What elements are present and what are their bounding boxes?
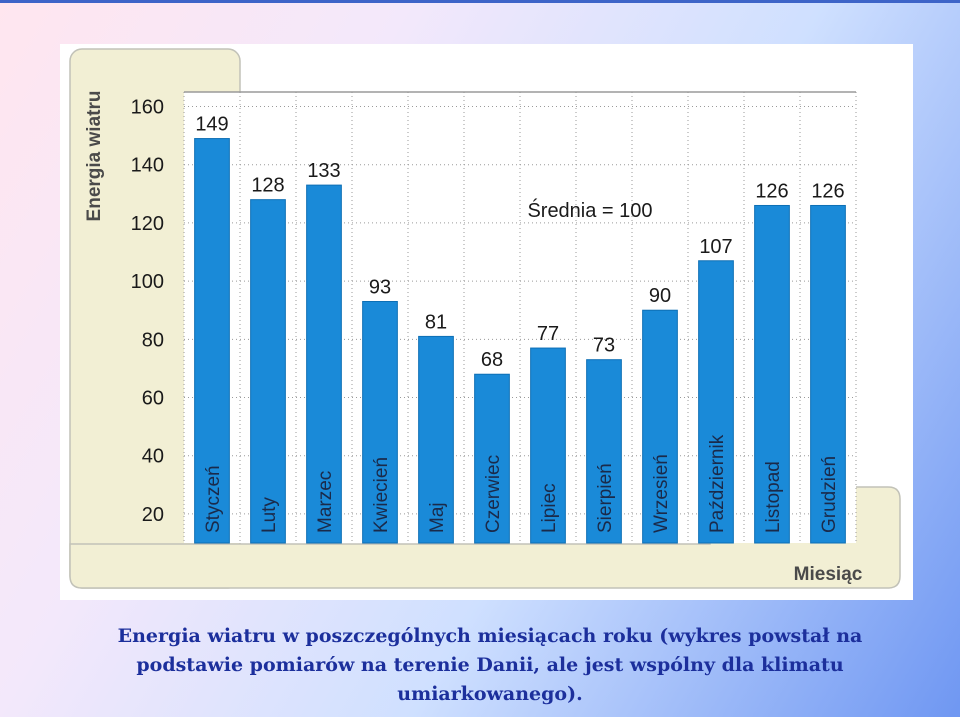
category-label: Listopad <box>763 461 784 533</box>
value-label: 126 <box>811 180 844 202</box>
category-label: Luty <box>259 497 280 533</box>
bar <box>586 359 622 544</box>
y-tick-label: 60 <box>142 388 164 410</box>
y-tick-label: 160 <box>131 97 164 119</box>
category-label: Styczeń <box>203 465 224 533</box>
category-label: Czerwiec <box>483 455 504 533</box>
chart-figure: 20 40 60 80 100 120 140 160 149 128 133 93 81 68 77 73… <box>60 44 913 600</box>
value-labels: 149 128 133 93 81 68 77 73 90 107 126 126 <box>195 114 844 372</box>
category-label: Marzec <box>315 471 336 533</box>
x-axis-title: Miesiąc <box>794 564 863 585</box>
value-label: 149 <box>195 114 228 136</box>
x-axis-panel <box>69 486 901 589</box>
value-label: 77 <box>537 323 559 345</box>
value-label: 126 <box>755 180 788 202</box>
y-tick-labels: 20 40 60 80 100 120 140 160 <box>131 97 164 526</box>
y-axis-title: Energia wiatru <box>84 91 105 222</box>
bar <box>250 199 286 544</box>
value-label: 73 <box>593 335 615 357</box>
value-label: 107 <box>699 236 732 258</box>
category-label: Kwiecień <box>371 457 392 533</box>
value-label: 93 <box>369 276 391 298</box>
category-label: Grudzień <box>819 456 840 533</box>
category-label: Lipiec <box>539 483 560 533</box>
y-tick-label: 80 <box>142 329 164 351</box>
category-label: Październik <box>707 434 728 533</box>
value-label: 133 <box>307 160 340 182</box>
category-label: Wrzesień <box>651 454 672 533</box>
bars <box>194 138 846 544</box>
category-label: Maj <box>427 502 448 533</box>
bar <box>474 373 510 544</box>
y-tick-label: 100 <box>131 271 164 293</box>
bar <box>754 204 790 544</box>
wind-energy-bar-chart: 20 40 60 80 100 120 140 160 149 128 133 93 81 68 77 73… <box>69 48 901 589</box>
y-tick-label: 120 <box>131 213 164 235</box>
average-annotation: Średnia = 100 <box>527 198 652 222</box>
bar <box>306 184 342 544</box>
gridlines <box>183 91 857 543</box>
bar <box>810 204 846 544</box>
bar <box>530 347 566 544</box>
top-border-line <box>0 0 960 3</box>
y-tick-label: 140 <box>131 155 164 177</box>
y-tick-label: 40 <box>142 446 164 468</box>
category-label: Sierpień <box>595 463 616 533</box>
category-labels: Styczeń Luty Marzec Kwiecień Maj Czerwiec Lipi… <box>203 434 840 533</box>
y-tick-label: 20 <box>142 504 164 526</box>
bar <box>698 260 734 544</box>
bar <box>642 309 678 544</box>
value-label: 90 <box>649 285 671 307</box>
bar <box>418 335 454 544</box>
value-label: 81 <box>425 311 447 333</box>
figure-caption: Energia wiatru w poszczególnych miesiąca… <box>117 625 863 705</box>
value-label: 128 <box>251 175 284 197</box>
bar <box>194 138 230 544</box>
value-label: 68 <box>481 349 503 371</box>
plot-area <box>184 92 856 543</box>
bar <box>362 300 398 544</box>
